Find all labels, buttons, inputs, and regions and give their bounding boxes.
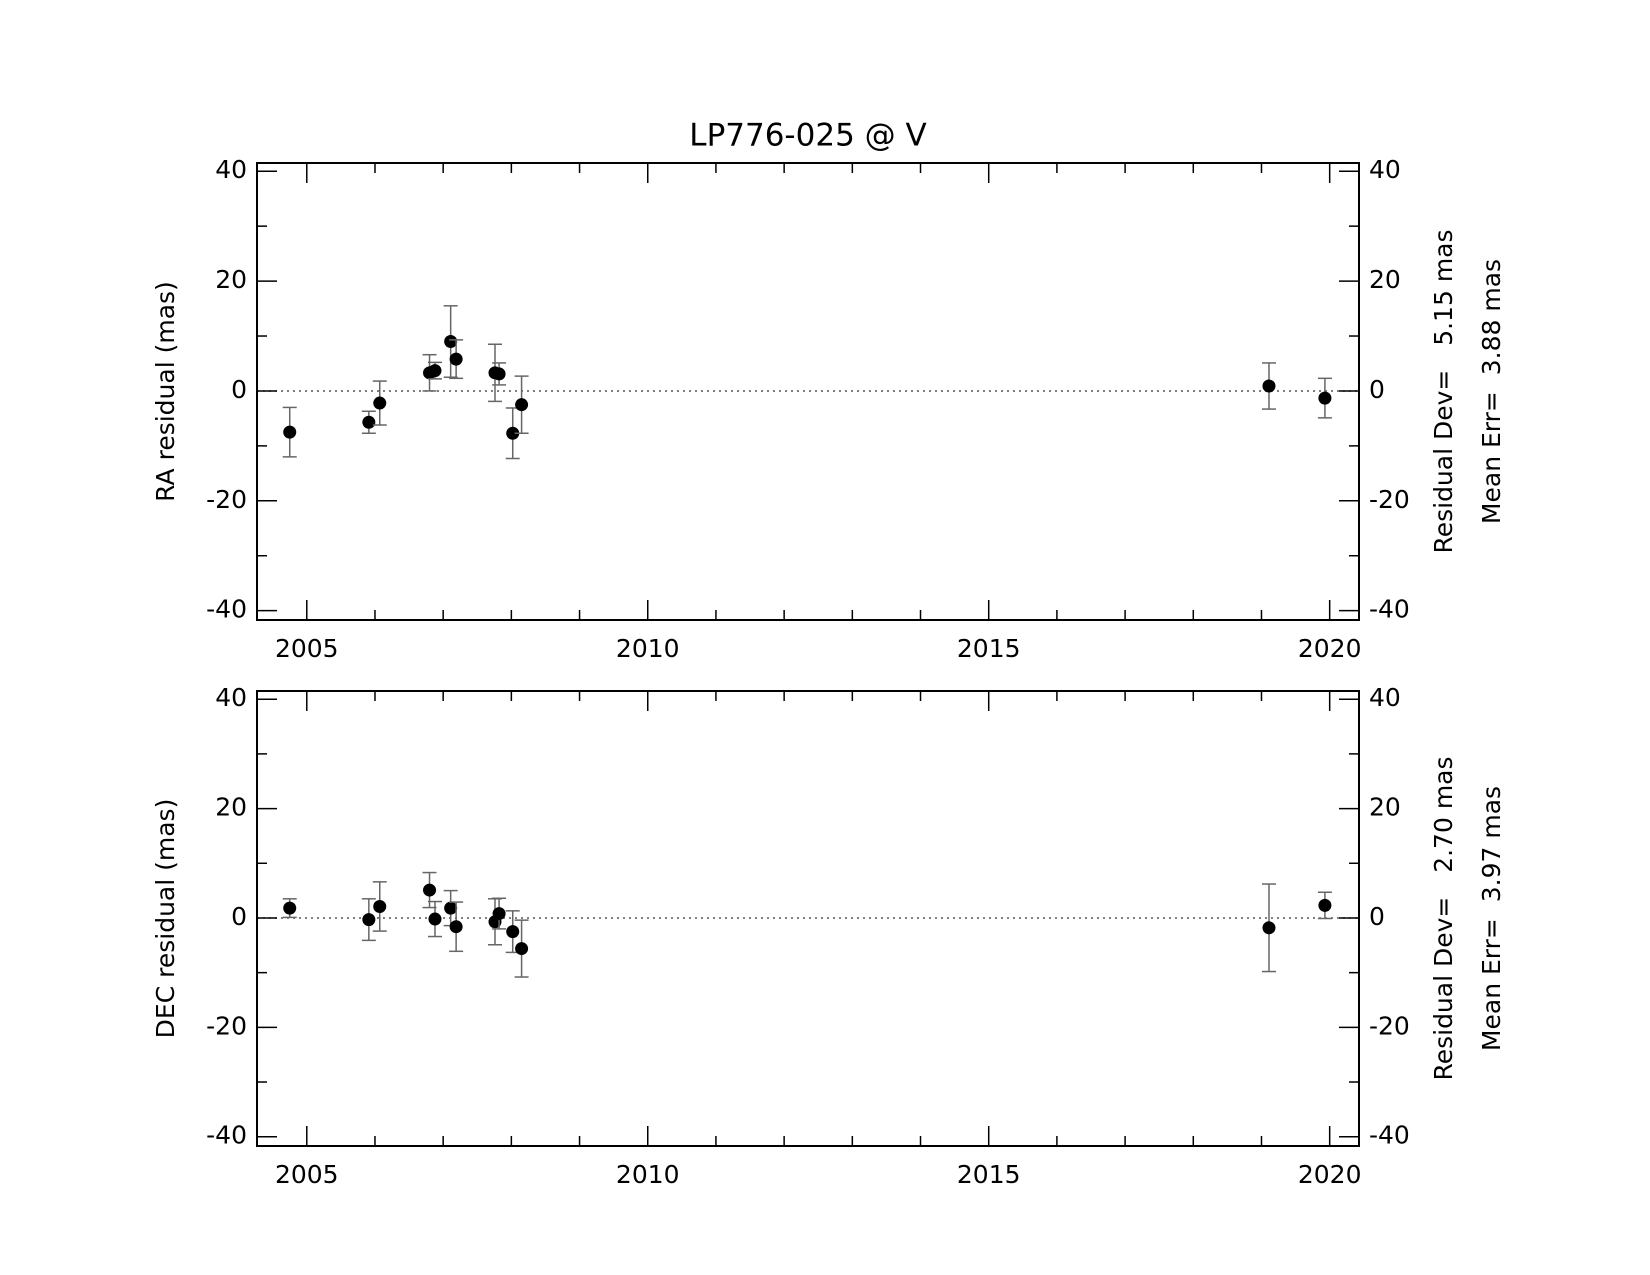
y2-tick-label: -20 (1369, 1011, 1410, 1040)
x-tick-label: 2005 (275, 1160, 339, 1189)
point (428, 364, 442, 378)
point (373, 899, 387, 913)
x-tick-label: 2005 (275, 634, 339, 663)
y2-tick-label: 40 (1369, 155, 1401, 184)
y2-tick-label: 20 (1369, 265, 1401, 294)
point (506, 426, 520, 440)
point (362, 415, 376, 429)
y2-tick-label: 0 (1369, 375, 1385, 404)
point (444, 901, 458, 915)
y2-tick-label: -20 (1369, 485, 1410, 514)
x-tick-label: 2015 (957, 634, 1021, 663)
y2-tick-label: -40 (1369, 595, 1410, 624)
point (449, 920, 463, 934)
y-tick-label: 0 (231, 375, 247, 404)
chart-title: LP776-025 @ V (689, 118, 926, 154)
point (283, 425, 297, 439)
y-axis-label: DEC residual (mas) (151, 799, 180, 1039)
annotation: Mean Err= 3.88 mas (1477, 259, 1506, 524)
point (506, 925, 520, 939)
point (373, 396, 387, 410)
y-axis-label: RA residual (mas) (151, 281, 180, 502)
point (362, 913, 376, 927)
y-tick-label: -40 (206, 1121, 247, 1150)
point (515, 942, 529, 956)
point (1318, 391, 1332, 405)
x-tick-label: 2010 (616, 634, 680, 663)
point (423, 883, 437, 897)
point (428, 912, 442, 926)
y-tick-label: 40 (215, 155, 247, 184)
point (449, 352, 463, 366)
point (1318, 898, 1332, 912)
annotation: Residual Dev= 5.15 mas (1429, 229, 1458, 553)
annotation: Residual Dev= 2.70 mas (1429, 756, 1458, 1080)
point (492, 907, 506, 921)
point (444, 335, 458, 349)
point (1262, 379, 1276, 393)
point (283, 901, 297, 915)
y-tick-label: 20 (215, 793, 247, 822)
y-tick-label: -20 (206, 1011, 247, 1040)
y2-tick-label: -40 (1369, 1121, 1410, 1150)
y2-tick-label: 0 (1369, 902, 1385, 931)
y-tick-label: 40 (215, 683, 247, 712)
point (492, 367, 506, 381)
x-tick-label: 2015 (957, 1160, 1021, 1189)
y2-tick-label: 40 (1369, 683, 1401, 712)
x-tick-label: 2020 (1298, 1160, 1362, 1189)
x-tick-label: 2010 (616, 1160, 680, 1189)
point (515, 398, 529, 412)
plot-frame (256, 690, 1360, 1147)
y-tick-label: -40 (206, 595, 247, 624)
y-tick-label: -20 (206, 485, 247, 514)
y-tick-label: 20 (215, 265, 247, 294)
y-tick-label: 0 (231, 902, 247, 931)
annotation: Mean Err= 3.97 mas (1477, 786, 1506, 1051)
plot-frame (256, 162, 1360, 621)
point (1262, 921, 1276, 935)
x-tick-label: 2020 (1298, 634, 1362, 663)
y2-tick-label: 20 (1369, 793, 1401, 822)
